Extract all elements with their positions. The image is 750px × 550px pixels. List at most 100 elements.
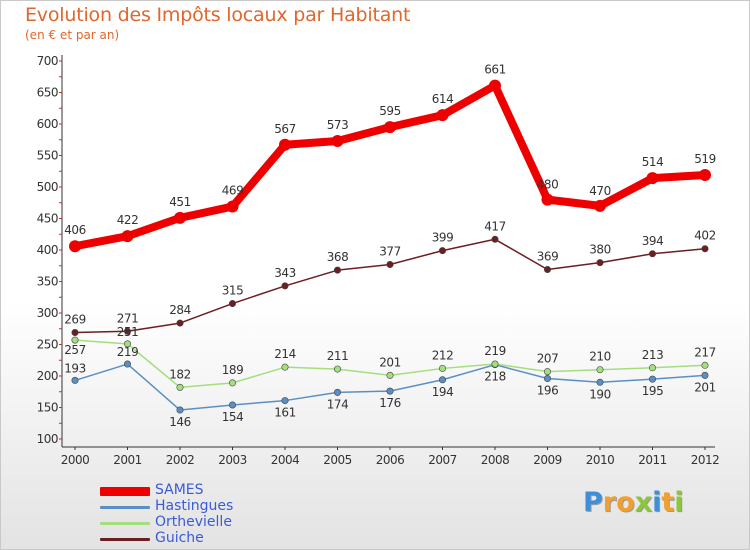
data-point-sames bbox=[331, 135, 344, 148]
data-point-guiche bbox=[596, 259, 604, 267]
data-label-guiche: 402 bbox=[694, 229, 715, 243]
data-label-orthevielle: 182 bbox=[169, 367, 190, 381]
data-point-hastingues bbox=[386, 387, 394, 395]
data-label-orthevielle: 257 bbox=[64, 343, 85, 357]
data-label-guiche: 377 bbox=[379, 244, 400, 258]
x-tick-label: 2004 bbox=[271, 453, 300, 467]
data-point-guiche bbox=[124, 327, 132, 335]
data-label-orthevielle: 189 bbox=[222, 363, 243, 377]
data-point-guiche bbox=[229, 300, 237, 308]
data-label-guiche: 380 bbox=[589, 243, 610, 257]
data-label-guiche: 315 bbox=[222, 284, 243, 298]
data-point-hastingues bbox=[124, 360, 132, 368]
data-point-sames bbox=[646, 172, 659, 185]
data-point-orthevielle bbox=[543, 368, 551, 376]
x-tick-label: 2006 bbox=[376, 453, 405, 467]
data-label-hastingues: 194 bbox=[432, 385, 453, 399]
data-label-guiche: 269 bbox=[64, 313, 85, 327]
data-point-sames bbox=[384, 121, 396, 134]
y-tick-label: 250 bbox=[37, 338, 58, 352]
y-tick-label: 550 bbox=[37, 149, 58, 163]
data-point-sames bbox=[174, 211, 186, 224]
data-point-hastingues bbox=[71, 376, 79, 384]
data-point-guiche bbox=[333, 266, 341, 274]
data-point-orthevielle bbox=[229, 379, 237, 387]
data-point-guiche bbox=[701, 245, 709, 253]
data-point-hastingues bbox=[281, 397, 289, 405]
data-point-guiche bbox=[71, 329, 79, 337]
legend-label: Guiche bbox=[155, 530, 204, 546]
legend-swatch bbox=[100, 505, 150, 509]
data-label-orthevielle: 214 bbox=[274, 347, 295, 361]
data-point-orthevielle bbox=[333, 365, 341, 373]
chart-title: Evolution des Impôts locaux par Habitant bbox=[25, 4, 411, 26]
data-point-sames bbox=[436, 109, 449, 122]
data-point-guiche bbox=[648, 250, 656, 258]
data-label-sames: 514 bbox=[642, 155, 663, 169]
data-label-sames: 451 bbox=[169, 195, 190, 209]
data-label-orthevielle: 207 bbox=[537, 352, 558, 366]
x-tick-label: 2002 bbox=[166, 453, 195, 467]
data-point-orthevielle bbox=[438, 364, 446, 372]
data-label-orthevielle: 201 bbox=[379, 355, 400, 369]
data-label-sames: 480 bbox=[537, 178, 558, 192]
data-label-hastingues: 176 bbox=[379, 396, 400, 410]
data-label-hastingues: 219 bbox=[117, 345, 138, 359]
x-tick-label: 2012 bbox=[691, 453, 720, 467]
legend-label: Orthevielle bbox=[155, 514, 232, 530]
data-point-guiche bbox=[438, 247, 446, 255]
y-tick-label: 600 bbox=[37, 117, 58, 131]
data-label-hastingues: 154 bbox=[222, 410, 243, 424]
data-point-orthevielle bbox=[386, 371, 394, 379]
y-tick-label: 150 bbox=[37, 401, 58, 415]
data-label-hastingues: 201 bbox=[694, 380, 715, 394]
data-label-hastingues: 193 bbox=[64, 361, 85, 375]
x-tick-label: 2010 bbox=[586, 453, 615, 467]
data-label-hastingues: 196 bbox=[537, 384, 558, 398]
y-tick-label: 500 bbox=[37, 180, 58, 194]
data-point-hastingues bbox=[176, 406, 184, 414]
data-point-orthevielle bbox=[648, 364, 656, 372]
data-point-orthevielle bbox=[491, 360, 499, 368]
legend-label: SAMES bbox=[155, 482, 204, 498]
x-tick-label: 2009 bbox=[533, 453, 562, 467]
y-tick-label: 450 bbox=[37, 212, 58, 226]
data-point-orthevielle bbox=[176, 383, 184, 391]
data-point-hastingues bbox=[648, 375, 656, 383]
x-tick-label: 2008 bbox=[481, 453, 510, 467]
legend-swatch bbox=[100, 486, 150, 496]
data-label-hastingues: 190 bbox=[589, 387, 610, 401]
data-label-sames: 406 bbox=[64, 223, 85, 237]
x-tick-label: 2007 bbox=[428, 453, 457, 467]
data-label-sames: 614 bbox=[432, 92, 453, 106]
data-point-orthevielle bbox=[596, 366, 604, 374]
y-tick-label: 200 bbox=[37, 369, 58, 383]
data-label-hastingues: 218 bbox=[484, 370, 505, 384]
data-label-orthevielle: 212 bbox=[432, 348, 453, 362]
data-point-hastingues bbox=[333, 388, 341, 396]
legend-swatch bbox=[100, 521, 150, 525]
data-label-sames: 422 bbox=[117, 213, 138, 227]
y-tick-label: 700 bbox=[37, 54, 58, 68]
data-point-sames bbox=[489, 79, 501, 92]
data-point-sames bbox=[121, 230, 134, 243]
data-point-orthevielle bbox=[71, 336, 79, 344]
data-label-orthevielle: 251 bbox=[117, 325, 138, 339]
data-label-hastingues: 161 bbox=[274, 406, 295, 420]
data-point-sames bbox=[69, 240, 81, 253]
data-label-guiche: 394 bbox=[642, 234, 663, 248]
data-point-guiche bbox=[176, 319, 184, 327]
data-point-sames bbox=[226, 200, 239, 213]
x-tick-label: 2001 bbox=[113, 453, 142, 467]
data-point-guiche bbox=[543, 266, 551, 274]
x-tick-label: 2011 bbox=[638, 453, 667, 467]
data-label-hastingues: 146 bbox=[169, 415, 190, 429]
data-label-guiche: 399 bbox=[432, 231, 453, 245]
data-label-sames: 573 bbox=[327, 118, 348, 132]
data-point-guiche bbox=[491, 235, 499, 243]
legend-label: Hastingues bbox=[155, 498, 234, 514]
legend-swatch bbox=[100, 537, 150, 541]
x-tick-label: 2000 bbox=[61, 453, 90, 467]
